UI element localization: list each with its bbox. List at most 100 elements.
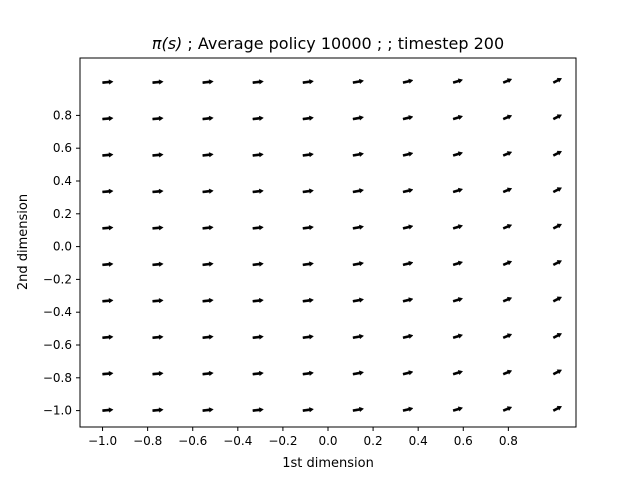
quiver-arrow <box>152 152 164 158</box>
quiver-arrow <box>352 78 365 85</box>
quiver-arrow <box>452 224 464 230</box>
quiver-arrow <box>402 224 414 230</box>
quiver-arrow <box>452 187 464 194</box>
arrow-field <box>102 77 563 413</box>
quiver-arrow <box>202 152 214 158</box>
quiver-arrow <box>302 407 314 413</box>
quiver-arrow <box>302 188 314 194</box>
quiver-arrow <box>502 187 513 194</box>
plot-frame <box>79 57 577 428</box>
quiver-arrow <box>452 297 464 303</box>
quiver-arrow <box>352 151 365 157</box>
quiver-arrow <box>502 151 513 157</box>
quiver-arrow <box>352 297 365 303</box>
quiver-arrow <box>452 333 464 340</box>
quiver-arrow <box>352 188 365 194</box>
quiver-arrow <box>452 260 464 267</box>
x-tick-label: −0.6 <box>178 434 207 448</box>
quiver-arrow <box>252 225 264 231</box>
quiver-arrow <box>202 297 214 304</box>
quiver-arrow <box>402 151 414 157</box>
quiver-arrow <box>552 405 563 412</box>
quiver-arrow <box>252 115 264 121</box>
y-tick-label: 0.8 <box>53 108 72 122</box>
quiver-arrow <box>452 78 464 84</box>
quiver-arrow <box>202 334 214 340</box>
quiver-arrow <box>502 260 513 267</box>
quiver-arrow <box>552 77 563 84</box>
quiver-arrow <box>102 261 114 267</box>
quiver-arrow <box>302 297 314 304</box>
quiver-arrow <box>102 407 114 413</box>
quiver-arrow <box>302 334 314 340</box>
quiver-arrow <box>452 370 464 376</box>
x-tick-label: 0.2 <box>364 434 383 448</box>
quiver-arrow <box>152 115 164 122</box>
y-axis-ticks: −1.0 −0.8 −0.6 −0.4 −0.2 0.0 0.2 0.4 0.6 0.8 <box>43 108 80 418</box>
quiver-arrow <box>152 407 164 413</box>
quiver-arrow <box>552 223 563 230</box>
y-tick-label: −0.4 <box>43 305 72 319</box>
quiver-arrow <box>202 407 214 413</box>
quiver-arrow <box>252 79 264 85</box>
quiver-arrow <box>202 261 214 267</box>
x-tick-label: −1.0 <box>88 434 117 448</box>
quiver-arrow <box>252 407 264 413</box>
x-tick-label: −0.8 <box>133 434 162 448</box>
quiver-arrow <box>152 334 164 340</box>
quiver-arrow <box>352 370 365 376</box>
y-tick-label: 0.6 <box>53 141 72 155</box>
y-tick-label: 0.4 <box>53 174 72 188</box>
y-tick-label: −1.0 <box>43 404 72 418</box>
chart-title-text: ; Average policy 10000 ; ; timestep 200 <box>182 34 504 53</box>
x-axis-label: 1st dimension <box>282 456 374 471</box>
x-tick-label: 0.0 <box>318 434 337 448</box>
quiver-arrow <box>552 187 563 194</box>
quiver-arrow <box>502 224 513 230</box>
quiver-arrow <box>152 79 164 85</box>
quiver-arrow <box>552 333 563 339</box>
x-axis-ticks: −1.0 −0.8 −0.6 −0.4 −0.2 0.0 0.2 0.4 0.6 0.8 <box>88 427 518 448</box>
quiver-arrow <box>152 370 164 377</box>
quiver-arrow <box>402 115 414 121</box>
quiver-arrow <box>152 298 164 304</box>
quiver-arrow <box>452 114 464 121</box>
quiver-arrow <box>402 333 414 340</box>
quiver-arrow <box>552 369 563 376</box>
quiver-arrow <box>252 334 264 340</box>
quiver-arrow <box>502 114 513 121</box>
quiver-arrow <box>202 188 214 194</box>
quiver-arrow <box>102 188 114 195</box>
quiver-arrow <box>302 152 314 158</box>
x-tick-label: 0.6 <box>454 434 473 448</box>
quiver-arrow <box>502 296 513 303</box>
quiver-arrow <box>352 406 365 413</box>
quiver-arrow <box>502 369 513 376</box>
quiver-arrow <box>302 224 314 231</box>
quiver-arrow <box>102 115 114 122</box>
quiver-arrow <box>252 297 264 304</box>
quiver-arrow <box>152 261 164 267</box>
quiver-arrow <box>552 296 563 303</box>
quiver-arrow <box>402 187 414 194</box>
x-tick-label: −0.2 <box>268 434 297 448</box>
quiver-arrow <box>352 261 365 267</box>
y-tick-label: −0.6 <box>43 338 72 352</box>
quiver-arrow <box>402 260 414 267</box>
x-tick-label: 0.8 <box>499 434 518 448</box>
quiver-arrow <box>102 152 114 158</box>
quiver-arrow <box>502 406 513 412</box>
x-tick-label: −0.4 <box>223 434 252 448</box>
quiver-arrow <box>202 370 214 377</box>
quiver-arrow <box>302 370 314 376</box>
quiver-arrow <box>302 79 314 85</box>
quiver-arrow <box>102 334 114 340</box>
quiver-arrow <box>352 333 365 340</box>
quiver-arrow <box>402 78 414 84</box>
quiver-arrow <box>202 225 214 231</box>
quiver-arrow <box>302 261 314 267</box>
quiver-arrow <box>502 78 513 84</box>
quiver-arrow <box>552 114 563 121</box>
quiver-arrow <box>402 406 414 412</box>
